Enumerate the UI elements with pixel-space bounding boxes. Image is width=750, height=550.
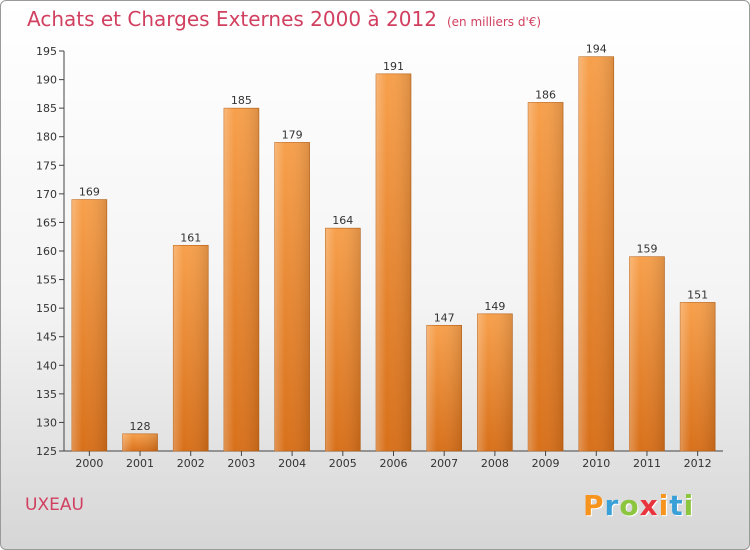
data-label: 185 (231, 94, 252, 107)
logo-letter: o (619, 489, 640, 522)
bar-sheen (376, 73, 411, 451)
logo-letter: i (683, 489, 695, 522)
bar-group: 161 (172, 231, 209, 452)
bar-sheen (680, 302, 716, 451)
data-label: 128 (130, 420, 151, 433)
logo-letter: x (639, 489, 659, 522)
bar-sheen (223, 108, 259, 452)
bar-sheen (426, 325, 462, 451)
y-tick-label: 165 (36, 216, 57, 229)
y-tick-label: 175 (36, 159, 57, 172)
x-tick-label: 2012 (684, 457, 712, 470)
x-tick-label: 2006 (380, 457, 408, 470)
y-tick-label: 185 (36, 102, 57, 115)
proxiti-logo: Proxiti (583, 489, 694, 522)
bar-sheen (274, 142, 310, 451)
bar-sheen (122, 433, 158, 451)
data-label: 186 (535, 88, 556, 101)
bar-group: 185 (223, 94, 260, 452)
y-tick-label: 190 (36, 74, 57, 87)
y-tick-label: 155 (36, 274, 57, 287)
y-tick-label: 160 (36, 245, 57, 258)
bar-group: 179 (274, 128, 310, 452)
y-tick-label: 135 (36, 388, 57, 401)
bar-sheen (477, 313, 513, 451)
logo-letter: i (658, 489, 670, 522)
data-label: 191 (383, 60, 404, 73)
chart-title: Achats et Charges Externes 2000 à 2012 (e… (27, 7, 542, 31)
y-tick-label: 140 (36, 359, 57, 372)
data-label: 147 (434, 311, 455, 324)
x-tick-label: 2002 (177, 457, 205, 470)
data-label: 159 (636, 243, 657, 256)
data-label: 194 (586, 43, 607, 56)
data-label: 169 (79, 186, 100, 199)
y-tick-label: 180 (36, 131, 57, 144)
bar-group: 194 (578, 43, 615, 452)
x-tick-label: 2004 (278, 457, 306, 470)
x-tick-label: 2000 (75, 457, 103, 470)
bar-sheen (578, 56, 614, 451)
x-tick-label: 2007 (430, 457, 458, 470)
x-tick-label: 2001 (126, 457, 154, 470)
data-label: 161 (180, 231, 201, 244)
x-tick-label: 2010 (582, 457, 610, 470)
bar-group: 151 (679, 288, 716, 452)
y-tick-label: 130 (36, 416, 57, 429)
bar-group: 191 (375, 60, 412, 452)
y-tick-label: 195 (36, 45, 57, 58)
bar-group: 147 (426, 311, 462, 452)
data-label: 151 (687, 288, 708, 301)
x-tick-label: 2011 (633, 457, 661, 470)
bar-group: 164 (325, 214, 361, 452)
bar-sheen (325, 228, 361, 451)
bar-sheen (173, 245, 209, 451)
bar-sheen (71, 199, 107, 451)
y-tick-label: 125 (36, 445, 57, 458)
y-tick-label: 170 (36, 188, 57, 201)
bar-sheen (528, 102, 564, 451)
y-tick-label: 145 (36, 331, 57, 344)
x-tick-label: 2009 (532, 457, 560, 470)
bar-group: 186 (527, 88, 564, 452)
bar-group: 128 (122, 420, 158, 452)
chart-subtitle: (en milliers d'€) (446, 15, 542, 29)
x-tick-label: 2008 (481, 457, 509, 470)
x-tick-label: 2003 (227, 457, 255, 470)
x-tick-label: 2005 (329, 457, 357, 470)
logo-letter: r (604, 489, 620, 522)
y-tick-label: 150 (36, 302, 57, 315)
commune-name: UXEAU (25, 495, 84, 515)
logo-letter: P (583, 489, 605, 522)
data-label: 149 (484, 300, 505, 313)
data-label: 179 (282, 128, 303, 141)
bar-group: 149 (477, 300, 513, 452)
data-label: 164 (332, 214, 353, 227)
logo-letter: t (669, 489, 684, 522)
bar-sheen (629, 256, 665, 451)
bar-group: 169 (71, 186, 108, 452)
bar-group: 159 (629, 243, 665, 452)
